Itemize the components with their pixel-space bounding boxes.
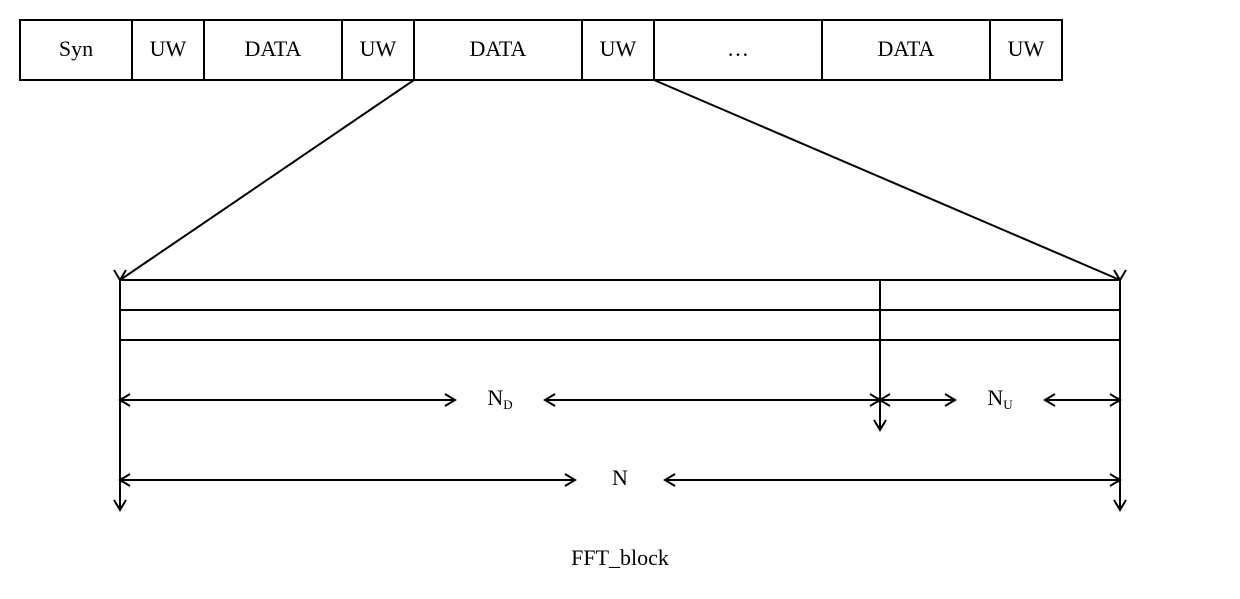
frame-cell-label-4: DATA [470,36,527,61]
dim-nd-label: ND [487,385,512,412]
frame-cell-label-0: Syn [59,36,93,61]
frame-cell-label-1: UW [150,36,187,61]
zoom-line-right [654,80,1120,280]
fft-caption: FFT_block [571,545,669,570]
frame-diagram: Syn UW DATA UW DATA UW … DATA UW ND NU N FFT_block [0,0,1240,599]
frame-cell-label-2: DATA [245,36,302,61]
frame-cell-label-5: UW [600,36,637,61]
zoom-line-left [120,80,414,280]
dim-nu-label: NU [987,385,1013,412]
frame-cell-label-3: UW [360,36,397,61]
frame-cell-label-7: DATA [878,36,935,61]
dim-n-label: N [612,465,628,490]
frame-cell-label-8: UW [1008,36,1045,61]
frame-cell-label-6: … [727,36,749,61]
